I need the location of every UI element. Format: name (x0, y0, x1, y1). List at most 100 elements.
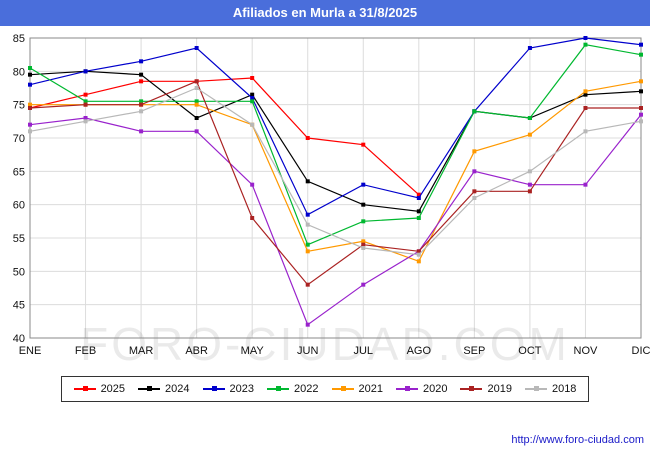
series-point-2021 (361, 239, 366, 244)
x-tick-label: ENE (19, 345, 42, 357)
series-point-2025 (416, 192, 421, 197)
legend-item-2020: 2020 (395, 383, 448, 395)
series-point-2018 (416, 252, 421, 257)
series-point-2020 (527, 182, 532, 187)
series-point-2019 (639, 106, 643, 110)
legend-swatch-2025 (73, 386, 96, 391)
series-point-2019 (194, 79, 199, 84)
header-bar: Afiliados en Murla a 31/8/2025 (0, 0, 650, 26)
plot-border (29, 37, 642, 339)
x-tick-label: AGO (407, 345, 432, 357)
series-point-2023 (305, 212, 310, 217)
series-point-2018 (194, 86, 199, 90)
series-point-2019 (416, 249, 421, 254)
series-point-2021 (527, 132, 532, 137)
series-point-2024 (194, 116, 199, 120)
series-point-2021 (472, 149, 477, 154)
series-line-2019 (29, 80, 641, 286)
legend-marker-2018 (533, 386, 539, 391)
series-point-2022 (250, 99, 255, 104)
series-point-2018 (250, 122, 255, 127)
series-point-2023 (194, 46, 199, 50)
series-point-2022 (28, 66, 32, 70)
series-point-2024 (28, 72, 32, 77)
series-point-2019 (361, 242, 366, 247)
series-point-2021 (194, 102, 199, 107)
series-point-2023 (250, 96, 255, 100)
y-tick-label: 40 (13, 333, 25, 345)
series-point-2023 (28, 82, 32, 87)
y-tick-label: 60 (13, 200, 25, 212)
x-tick-label: MAR (129, 345, 154, 357)
series-point-2024 (639, 89, 643, 94)
series-point-2018 (527, 169, 532, 174)
chart-area: FORO-CIUDAD.COM 40 45 50 55 60 65 70 75 80 85 ENE FE… (0, 26, 650, 370)
series-point-2021 (583, 89, 588, 94)
series-point-2025 (83, 92, 88, 97)
series-point-2022 (416, 216, 421, 220)
series-point-2019 (472, 189, 477, 194)
series-point-2023 (639, 42, 643, 47)
series-point-2018 (305, 222, 310, 227)
legend-swatch-2019 (460, 386, 483, 391)
series-point-2021 (416, 259, 421, 264)
series-point-2023 (527, 46, 532, 50)
series-point-2019 (83, 102, 88, 107)
series-point-2018 (583, 129, 588, 134)
series-point-2024 (361, 202, 366, 207)
x-tick-label: JUL (353, 345, 373, 357)
series-point-2023 (361, 182, 366, 187)
legend-marker-2020 (404, 386, 410, 391)
x-tick-label: MAY (241, 345, 265, 357)
y-tick-label: 55 (13, 233, 25, 245)
legend-label-2018: 2018 (551, 383, 577, 395)
x-tick-label: OCT (518, 345, 542, 357)
series-point-2022 (583, 42, 588, 47)
legend-marker-2022 (276, 386, 282, 391)
series-point-2020 (28, 122, 32, 127)
legend-item-2024: 2024 (138, 383, 190, 395)
x-tick-label: ABR (185, 345, 208, 357)
footer: http://www.foro-ciudad.com (511, 434, 644, 446)
legend-label-2021: 2021 (358, 383, 383, 395)
series-point-2024 (583, 92, 588, 97)
legend-label-2025: 2025 (100, 383, 126, 395)
y-tick-label: 70 (13, 133, 25, 145)
series-point-2020 (361, 282, 366, 287)
series-point-2023 (416, 196, 421, 200)
legend-swatch-2018 (524, 386, 547, 391)
legend-label-2023: 2023 (229, 383, 255, 395)
legend-label-2019: 2019 (487, 383, 512, 395)
series-point-2020 (583, 182, 588, 187)
y-tick-label: 45 (13, 300, 25, 312)
series-line-2024 (29, 70, 642, 212)
series-point-2022 (472, 109, 477, 114)
series-point-2021 (639, 79, 643, 84)
legend-swatch-2024 (138, 386, 161, 391)
series-point-2022 (527, 116, 532, 120)
x-tick-label: SEP (463, 345, 485, 357)
series-point-2020 (639, 112, 643, 117)
series-line-2025 (29, 77, 420, 196)
series-point-2022 (361, 219, 366, 224)
legend-marker-2023 (211, 386, 217, 391)
series-point-2019 (250, 216, 255, 220)
page-title: Afiliados en Murla a 31/8/2025 (232, 5, 418, 20)
series-point-2024 (250, 92, 255, 97)
series-point-2025 (361, 142, 366, 147)
series-point-2018 (28, 129, 32, 134)
legend-label-2020: 2020 (422, 383, 448, 395)
series-point-2024 (139, 72, 144, 77)
legend-marker-2025 (82, 386, 88, 391)
series-point-2022 (305, 242, 310, 247)
legend-label-2022: 2022 (294, 383, 319, 395)
series-point-2020 (250, 182, 255, 187)
legend-item-2022: 2022 (267, 383, 319, 395)
legend-swatch-2023 (202, 386, 225, 391)
legend-item-2018: 2018 (524, 383, 577, 395)
foro-ciudad-link[interactable]: http://www.foro-ciudad.com (511, 434, 644, 446)
series-line-2018 (29, 87, 642, 256)
series-point-2022 (639, 52, 643, 57)
y-tick-label: 80 (13, 66, 25, 78)
y-tick-label: 85 (13, 33, 25, 45)
